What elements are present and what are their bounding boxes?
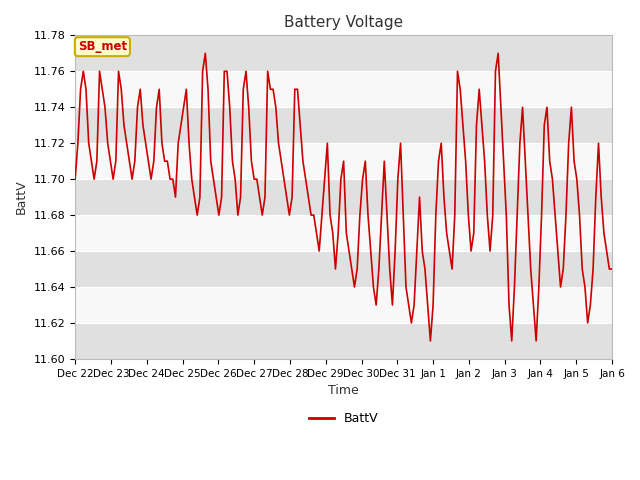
Bar: [75, 107, 612, 143]
Bar: [75, 215, 612, 251]
Bar: [75, 179, 612, 215]
Y-axis label: BattV: BattV: [15, 180, 28, 215]
Bar: [75, 323, 612, 359]
Bar: [75, 36, 612, 72]
Bar: [75, 287, 612, 323]
Bar: [75, 251, 612, 287]
Legend: BattV: BattV: [304, 407, 383, 430]
Bar: [75, 72, 612, 107]
X-axis label: Time: Time: [328, 384, 359, 397]
Bar: [75, 143, 612, 179]
Title: Battery Voltage: Battery Voltage: [284, 15, 403, 30]
Text: SB_met: SB_met: [78, 40, 127, 53]
